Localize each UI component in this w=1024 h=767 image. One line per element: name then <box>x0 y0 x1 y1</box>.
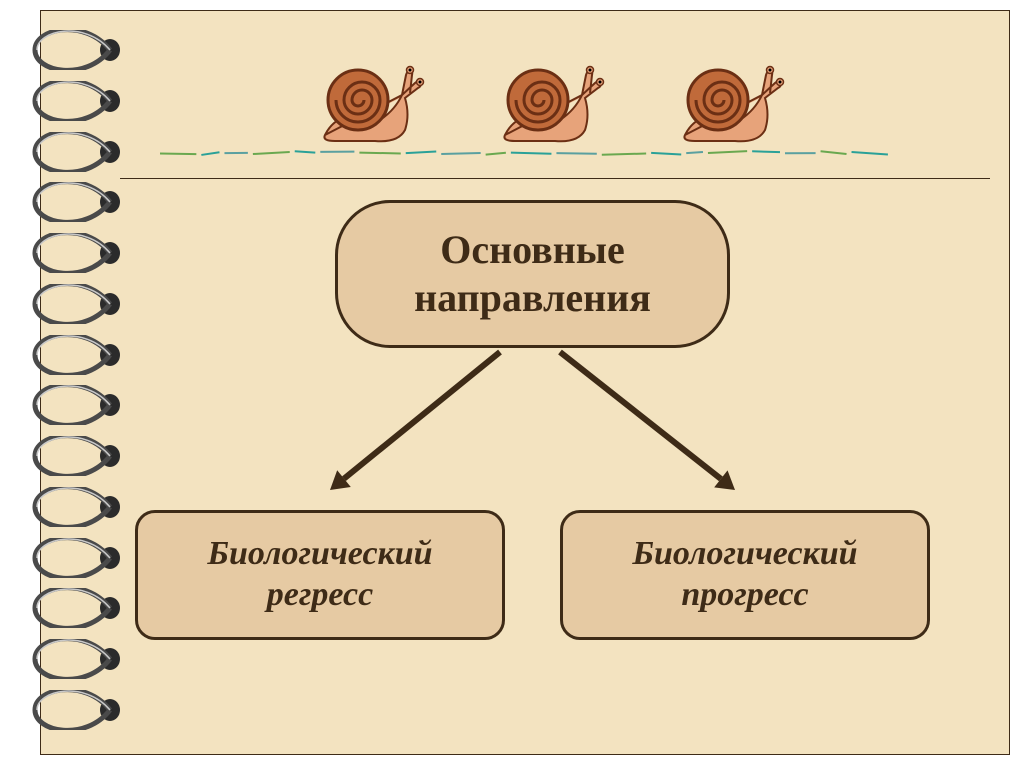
spiral-ring <box>25 335 135 375</box>
spiral-binding <box>25 30 135 730</box>
spiral-ring <box>25 487 135 527</box>
spiral-ring <box>25 538 135 578</box>
left-node: Биологический регресс <box>135 510 505 640</box>
spiral-ring <box>25 81 135 121</box>
right-node: Биологический прогресс <box>560 510 930 640</box>
spiral-ring <box>25 639 135 679</box>
right-node-label: Биологический прогресс <box>632 534 857 616</box>
spiral-ring <box>25 233 135 273</box>
spiral-ring <box>25 690 135 730</box>
spiral-ring <box>25 284 135 324</box>
diagram-arrows <box>0 0 1024 767</box>
spiral-ring <box>25 385 135 425</box>
top-node-label: Основные направления <box>414 226 651 322</box>
spiral-ring <box>25 30 135 70</box>
spiral-ring <box>25 436 135 476</box>
spiral-ring <box>25 182 135 222</box>
top-node: Основные направления <box>335 200 730 348</box>
page-root: Основные направления Биологический регре… <box>0 0 1024 767</box>
left-node-label: Биологический регресс <box>207 534 432 616</box>
spiral-ring <box>25 132 135 172</box>
spiral-ring <box>25 588 135 628</box>
